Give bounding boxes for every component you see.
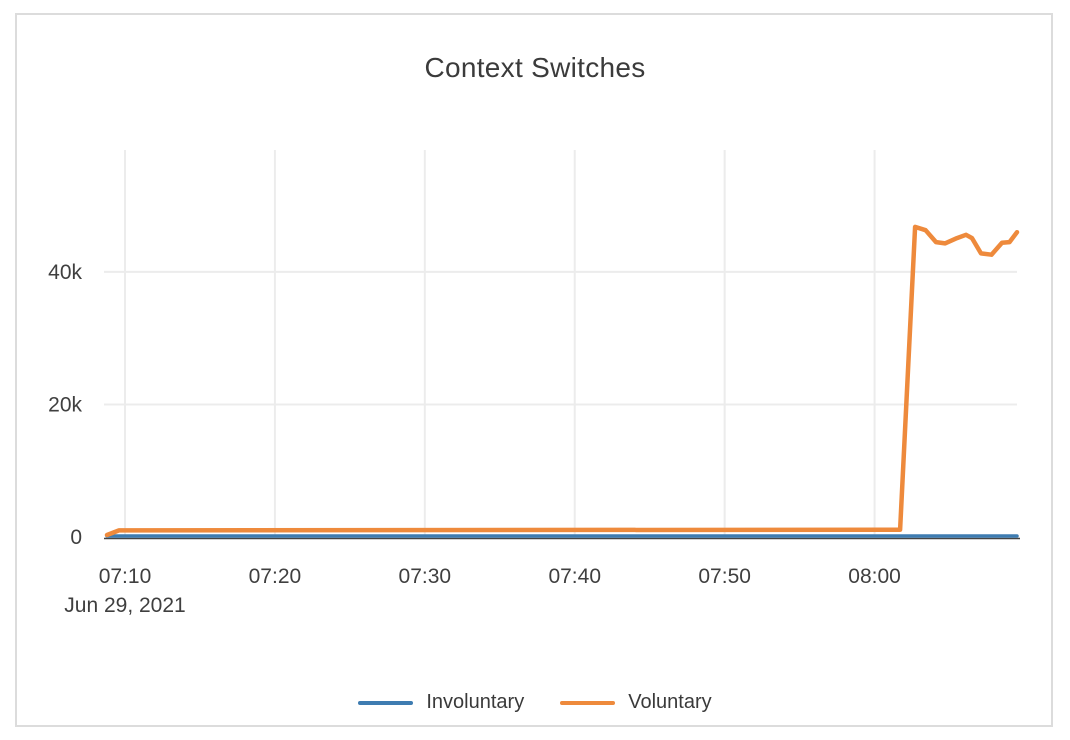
legend-item-voluntary[interactable]: Voluntary — [560, 691, 712, 714]
legend-swatch-involuntary — [358, 700, 414, 705]
y-tick-label: 40k — [48, 261, 82, 284]
x-tick-label: 07:30 — [399, 565, 452, 588]
y-tick-label: 0 — [70, 526, 82, 549]
chart-legend: Involuntary Voluntary — [0, 691, 1070, 714]
x-tick-label: 07:10 — [99, 565, 152, 588]
legend-label: Voluntary — [628, 691, 712, 713]
legend-item-involuntary[interactable]: Involuntary — [358, 691, 524, 714]
y-tick-label: 20k — [48, 393, 82, 416]
series-line-voluntary[interactable] — [104, 224, 1020, 538]
x-tick-label: 07:50 — [698, 565, 751, 588]
legend-swatch-voluntary — [560, 700, 616, 705]
chart-title: Context Switches — [424, 52, 646, 83]
x-tick-label: 07:20 — [249, 565, 302, 588]
chart-card — [15, 13, 1053, 727]
x-tick-label: 08:00 — [848, 565, 901, 588]
x-tick-label: 07:40 — [548, 565, 601, 588]
x-axis-date-label: Jun 29, 2021 — [64, 594, 185, 617]
legend-label: Involuntary — [426, 691, 525, 713]
